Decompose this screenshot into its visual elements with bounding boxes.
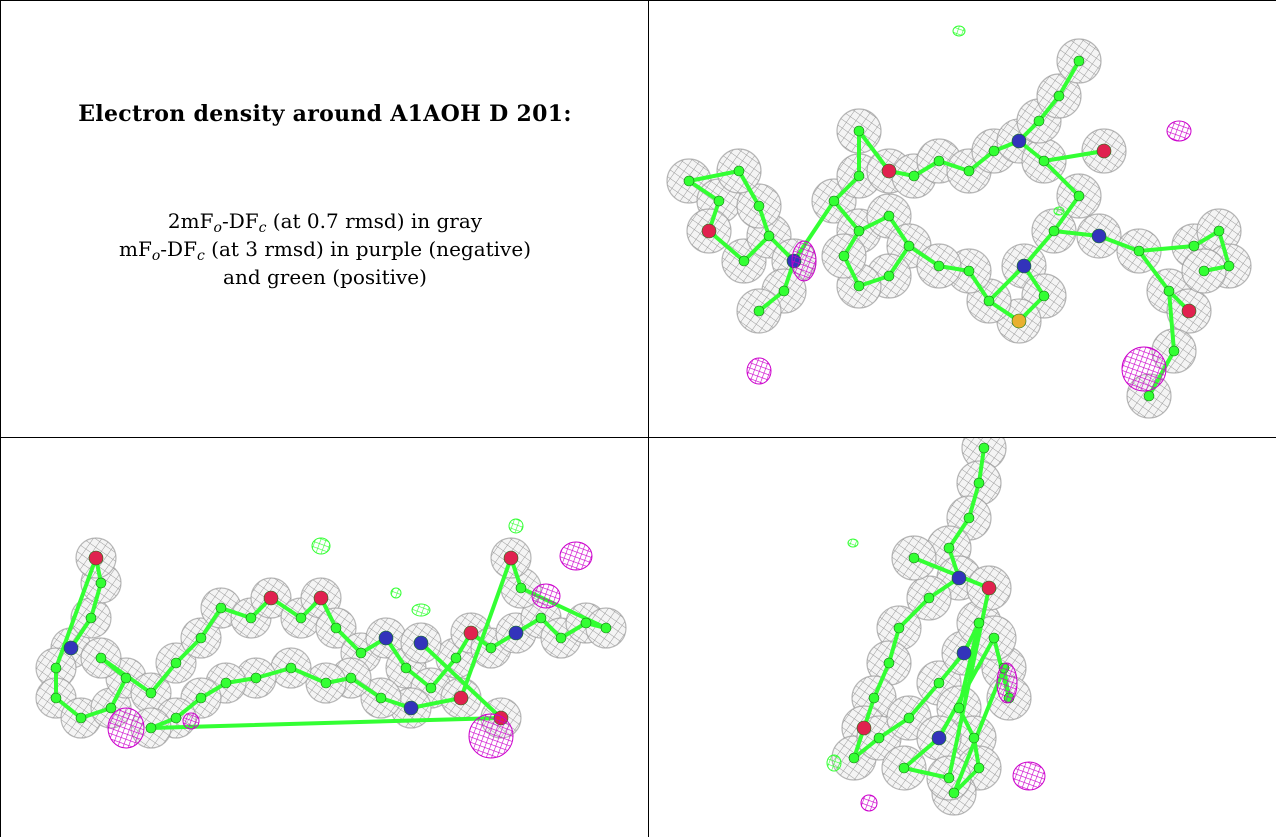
legend-line-2-prefix: mF [119, 237, 152, 261]
density-image-side [35, 518, 627, 759]
table-border-top [0, 0, 1276, 1]
legend-line-2-sub-o: o [151, 248, 161, 264]
table-divider-horizontal [0, 437, 1276, 438]
density-image-end [826, 438, 1046, 816]
legend-line-2: mFo-DFc (at 3 rmsd) in purple (negative) [1, 235, 648, 263]
difference-density [746, 25, 1192, 392]
legend-line-2-sub-c: c [196, 248, 205, 264]
difference-density [826, 538, 1046, 812]
legend-line-1: 2mFo-DFc (at 0.7 rmsd) in gray [1, 207, 648, 235]
density-view-bottom-left [1, 438, 648, 837]
caption-heading: Electron density around A1AOH D 201: [78, 101, 572, 127]
legend-line-2-mid: -DF [160, 237, 197, 261]
legend-line-1-suffix: (at 0.7 rmsd) in gray [266, 209, 483, 233]
density-mesh [831, 438, 1032, 816]
table-border-left [0, 0, 1, 837]
legend-line-1-mid: -DF [221, 209, 259, 233]
density-view-top-right [649, 1, 1276, 437]
legend-line-1-prefix: 2mF [167, 209, 214, 233]
legend-line-1-sub-o: o [213, 220, 222, 236]
legend-line-1-sub-c: c [258, 220, 267, 236]
legend-line-3: and green (positive) [223, 265, 427, 289]
atoms [848, 442, 1015, 799]
caption-cell: Electron density around A1AOH D 201: 2mF… [1, 1, 648, 437]
table-divider-vertical [648, 0, 649, 837]
difference-density [107, 518, 593, 759]
density-view-bottom-right [649, 438, 1276, 837]
caption-legend: 2mFo-DFc (at 0.7 rmsd) in gray mFo-DFc (… [1, 207, 648, 291]
density-image-front [666, 25, 1252, 419]
atoms [50, 550, 612, 734]
legend-line-2-suffix: (at 3 rmsd) in purple (negative) [204, 237, 531, 261]
